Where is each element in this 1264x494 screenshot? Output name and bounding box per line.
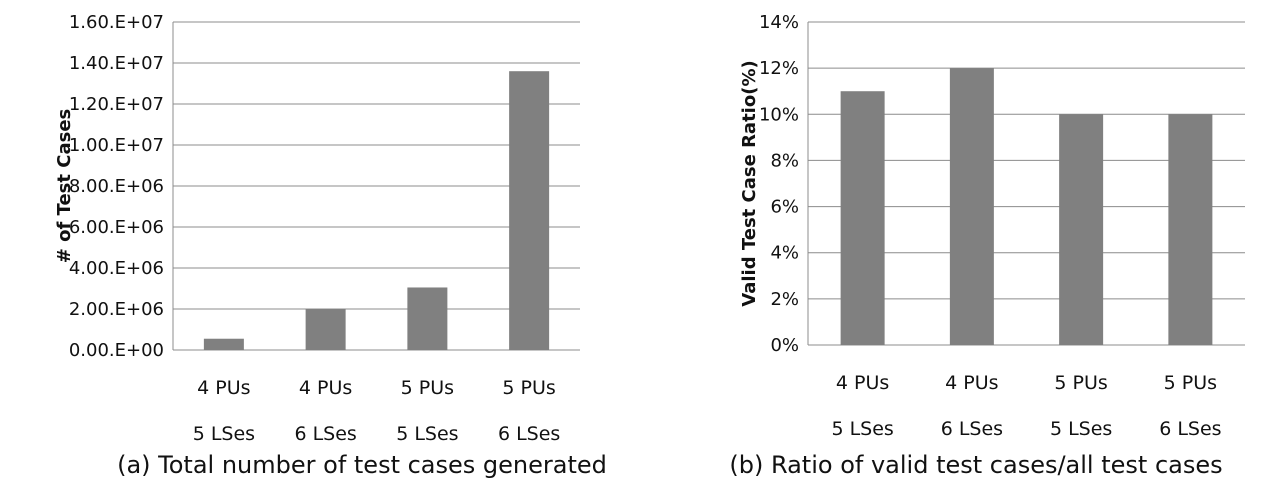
x-tick-label: 4 PUs (299, 377, 352, 399)
bar (509, 71, 550, 350)
bar (840, 91, 885, 345)
x-tick-label: 5 PUs (1054, 372, 1107, 394)
x-tick-label: 6 LSes (498, 423, 560, 445)
y-tick-label: 10% (759, 104, 799, 125)
y-axis-title: Valid Test Case Ratio(%) (739, 60, 760, 306)
y-tick-label: 2% (770, 289, 799, 310)
bar (203, 338, 244, 350)
bar (1059, 114, 1104, 346)
y-tick-label: 6.00.E+06 (69, 217, 164, 238)
x-tick-label: 6 LSes (294, 423, 356, 445)
bar (1168, 114, 1213, 346)
y-tick-label: 14% (759, 12, 799, 33)
y-tick-label: 4% (770, 243, 799, 264)
chart-a: 0.00.E+00 2.00.E+06 4.00.E+06 6.00.E+06 8.00… (54, 12, 607, 479)
bar (407, 287, 448, 350)
y-tick-label: 4.00.E+06 (69, 258, 164, 279)
y-tick-label: 6% (770, 197, 799, 218)
x-tick-label: 4 PUs (945, 372, 998, 394)
y-tick-label: 1.20.E+07 (69, 94, 164, 115)
y-tick-label: 8% (770, 150, 799, 171)
y-tick-label: 12% (759, 58, 799, 79)
x-tick-label: 6 LSes (1159, 418, 1221, 440)
chart-caption: (b) Ratio of valid test cases/all test c… (729, 451, 1222, 479)
y-tick-label: 8.00.E+06 (69, 176, 164, 197)
x-tick-label: 5 LSes (396, 423, 458, 445)
y-tick-label: 2.00.E+06 (69, 299, 164, 320)
x-tick-label: 4 PUs (836, 372, 889, 394)
x-tick-label: 5 PUs (1164, 372, 1217, 394)
y-tick-label: 1.40.E+07 (69, 53, 164, 74)
x-tick-label: 4 PUs (197, 377, 250, 399)
y-axis-title: # of Test Cases (54, 109, 75, 264)
y-tick-label: 0.00.E+00 (69, 340, 164, 361)
bar (949, 68, 994, 346)
chart-caption: (a) Total number of test cases generated (117, 451, 607, 479)
y-tick-label: 0% (770, 335, 799, 356)
y-tick-label: 1.60.E+07 (69, 12, 164, 33)
x-tick-label: 5 PUs (502, 377, 555, 399)
chart-b: 0% 2% 4% 6% 8% 10% 12% 14% 4 PUs 5 LSes 4 PUs 6 LSe… (729, 12, 1245, 479)
x-tick-label: 5 LSes (1050, 418, 1112, 440)
x-tick-label: 5 LSes (831, 418, 893, 440)
x-tick-label: 5 LSes (193, 423, 255, 445)
y-tick-label: 1.00.E+07 (69, 135, 164, 156)
bar (305, 309, 346, 350)
x-tick-label: 6 LSes (941, 418, 1003, 440)
x-tick-label: 5 PUs (401, 377, 454, 399)
